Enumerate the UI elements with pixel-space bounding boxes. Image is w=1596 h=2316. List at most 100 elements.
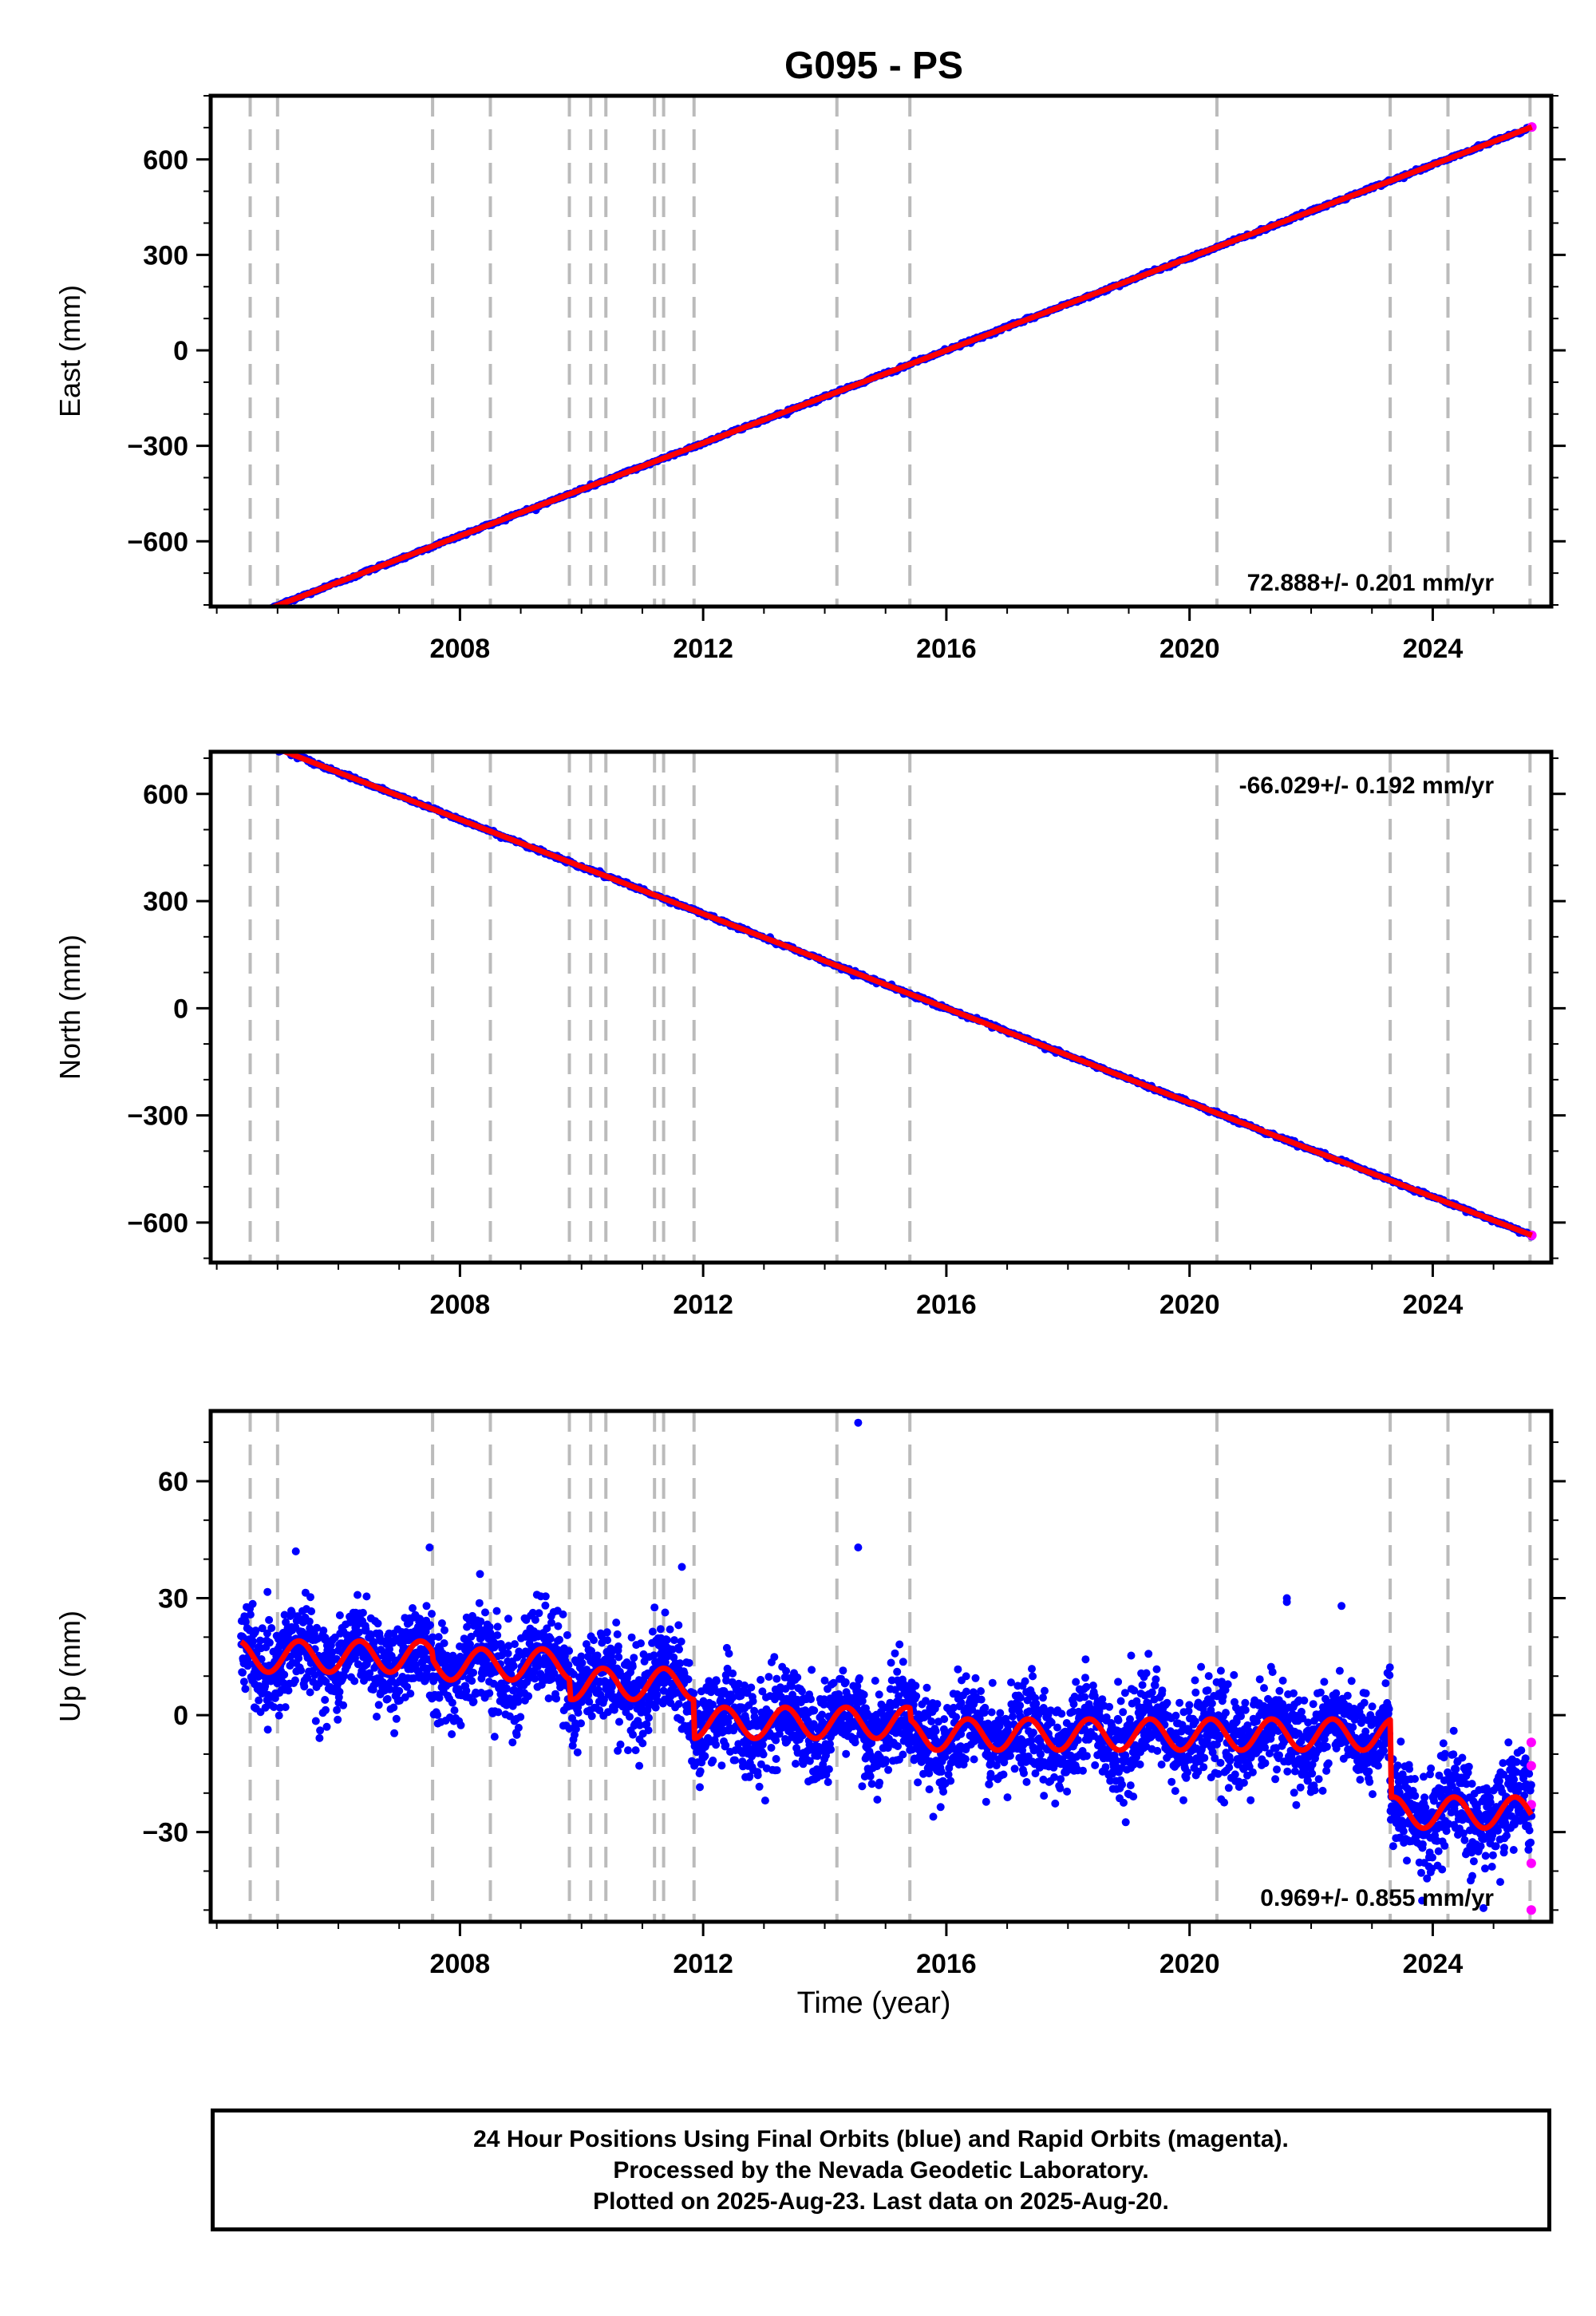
- final-orbit-point: [758, 1741, 767, 1749]
- final-orbit-point: [245, 613, 253, 621]
- final-orbit-point: [612, 1618, 621, 1627]
- x-tick-label: 2012: [673, 634, 733, 664]
- final-orbit-point: [315, 1733, 324, 1742]
- model-fit-line: [267, 124, 1533, 607]
- final-orbit-point: [251, 736, 259, 744]
- x-tick-label: 2024: [1403, 634, 1464, 664]
- final-orbit-point: [516, 1713, 525, 1721]
- final-orbit-point: [247, 612, 255, 620]
- final-orbit-point: [788, 1682, 796, 1690]
- final-orbit-point: [267, 743, 275, 751]
- x-tick-label: 2008: [430, 634, 491, 664]
- final-orbit-point: [772, 1755, 780, 1763]
- final-orbit-point: [875, 1778, 884, 1787]
- final-orbit-point: [239, 615, 247, 623]
- final-orbit-point: [675, 1645, 683, 1654]
- final-orbit-point: [925, 1785, 934, 1794]
- final-orbit-point: [1112, 1757, 1120, 1765]
- final-orbit-point: [758, 1687, 767, 1696]
- final-orbit-point: [1175, 1698, 1184, 1707]
- final-orbit-point: [981, 1703, 990, 1712]
- final-orbit-point: [559, 1610, 567, 1618]
- final-orbit-point: [1032, 1699, 1041, 1708]
- y-tick-label: −600: [127, 1208, 188, 1239]
- final-orbit-point: [952, 1713, 961, 1721]
- final-orbit-point: [750, 1713, 759, 1721]
- final-orbit-point: [1021, 1677, 1029, 1686]
- final-orbit-point: [696, 1783, 704, 1792]
- final-orbit-point: [666, 1625, 674, 1634]
- final-orbit-point: [333, 1705, 342, 1714]
- final-orbit-point: [555, 1635, 563, 1644]
- final-orbit-point: [1116, 1697, 1125, 1705]
- final-orbit-point: [635, 1761, 644, 1770]
- final-orbit-point: [1151, 1681, 1159, 1690]
- final-orbit-point: [1010, 1765, 1019, 1773]
- final-orbit-point: [290, 1676, 299, 1685]
- final-orbit-point: [287, 1608, 296, 1617]
- final-orbit-point: [1120, 1689, 1129, 1697]
- final-orbit-point: [1148, 1688, 1156, 1697]
- final-orbit-point: [306, 1688, 314, 1697]
- final-orbit-point: [755, 1782, 764, 1791]
- final-orbit-point: [946, 1777, 955, 1785]
- final-orbit-point: [514, 1723, 523, 1732]
- final-orbit-point: [770, 1653, 779, 1662]
- final-orbit-point: [614, 1642, 622, 1650]
- final-orbit-point: [270, 1703, 279, 1711]
- final-orbit-point: [1105, 1702, 1114, 1711]
- final-orbit-point: [305, 1617, 314, 1626]
- final-orbit-point: [749, 1697, 757, 1705]
- final-orbit-point: [1005, 1752, 1014, 1761]
- final-orbit-point: [1041, 1686, 1049, 1695]
- final-orbit-point: [1121, 1751, 1130, 1760]
- final-orbit-point: [1051, 1799, 1060, 1808]
- final-orbit-point: [616, 1740, 625, 1749]
- final-orbit-point: [585, 1697, 594, 1706]
- final-orbit-point: [577, 1652, 586, 1661]
- final-orbit-point: [541, 1654, 549, 1662]
- final-orbit-point: [492, 1607, 501, 1615]
- final-orbit-point: [476, 1625, 484, 1634]
- final-orbit-point: [1102, 1713, 1111, 1721]
- final-orbit-point: [858, 1782, 867, 1791]
- final-orbit-point: [805, 1757, 814, 1765]
- final-orbit-point: [565, 1646, 574, 1655]
- final-orbit-point: [1069, 1707, 1077, 1716]
- y-tick-label: −300: [127, 1101, 188, 1132]
- final-orbit-point: [635, 1721, 644, 1729]
- final-orbit-point: [614, 1653, 623, 1662]
- final-orbit-point: [508, 1738, 517, 1747]
- final-orbit-point: [255, 1696, 263, 1705]
- final-orbit-point: [541, 1601, 550, 1610]
- final-orbit-point: [922, 1683, 931, 1692]
- final-orbit-point: [469, 1668, 478, 1677]
- final-orbit-point: [1088, 1682, 1097, 1690]
- final-orbit-point: [1072, 1678, 1080, 1686]
- final-orbit-point: [818, 1710, 827, 1719]
- final-orbit-point: [573, 1748, 582, 1757]
- final-orbit-point: [839, 1666, 847, 1675]
- final-orbit-point: [1031, 1769, 1040, 1778]
- final-orbit-point: [481, 1608, 489, 1617]
- final-orbit-point: [1056, 1784, 1065, 1792]
- final-orbit-point: [251, 1626, 260, 1635]
- final-orbit-point: [674, 1621, 683, 1630]
- final-orbit-point: [543, 1624, 551, 1633]
- final-orbit-point: [454, 1685, 463, 1694]
- final-orbit-point: [321, 1634, 330, 1642]
- final-orbit-point: [721, 1741, 730, 1749]
- final-orbit-point: [722, 1676, 731, 1685]
- rate-label: 72.888+/- 0.201 mm/yr: [1247, 570, 1495, 596]
- final-orbit-point: [246, 1611, 255, 1619]
- final-orbit-point: [899, 1658, 907, 1666]
- final-orbit-point: [940, 1715, 949, 1724]
- final-orbit-point: [334, 1715, 342, 1724]
- final-orbit-point: [873, 1796, 882, 1804]
- final-orbit-point: [985, 1780, 994, 1788]
- final-orbit-point: [1178, 1721, 1187, 1729]
- final-orbit-point: [263, 1587, 272, 1596]
- final-orbit-point: [564, 1661, 573, 1670]
